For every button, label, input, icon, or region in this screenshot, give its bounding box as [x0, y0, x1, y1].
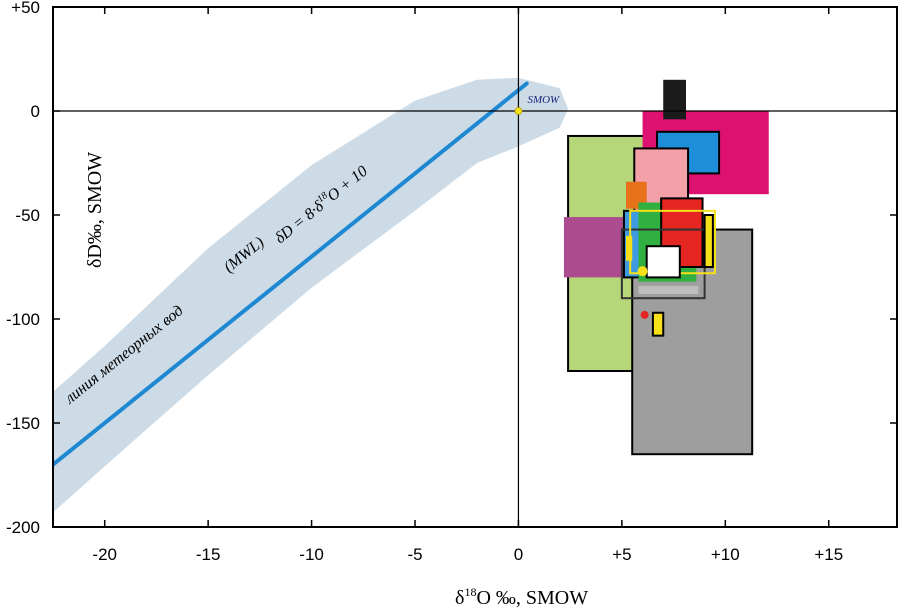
x-tick-label: +5	[612, 545, 631, 564]
y-tick-label: 0	[31, 102, 40, 121]
plot-frame	[52, 6, 898, 528]
data-region-14	[645, 245, 681, 279]
x-axis-title-delta: δ	[455, 587, 464, 609]
x-tick-label: -15	[196, 545, 221, 564]
data-region-17	[626, 235, 633, 261]
y-tick-label: -200	[6, 518, 40, 537]
x-axis-title: δ18O ‰, SMOW	[455, 585, 588, 609]
data-region-18	[651, 311, 665, 337]
meteoric-water-line	[53, 81, 529, 467]
y-tick-label: -150	[6, 414, 40, 433]
data-point-1	[640, 310, 649, 319]
mwl-envelope	[53, 77, 569, 513]
x-axis-title-sup: 18	[464, 585, 476, 599]
x-tick-label: +15	[814, 545, 843, 564]
x-axis-title-rest: O ‰, SMOW	[476, 587, 588, 609]
y-tick-label: -50	[15, 206, 40, 225]
y-tick-label: +50	[11, 0, 40, 17]
data-region-16	[703, 214, 714, 268]
data-region-15	[638, 285, 699, 295]
x-tick-label: -5	[407, 545, 422, 564]
x-tick-label: 0	[514, 545, 523, 564]
x-tick-label: -20	[92, 545, 117, 564]
data-region-7	[626, 181, 647, 209]
axes	[52, 6, 898, 528]
smow-point	[514, 107, 523, 115]
y-tick-label: -100	[6, 310, 40, 329]
smow-label: SMOW	[527, 94, 560, 106]
plot-area	[53, 77, 769, 513]
x-tick-label: +10	[711, 545, 740, 564]
y-axis-title: δD‰, SMOW	[84, 152, 106, 268]
data-point-2	[637, 266, 648, 277]
data-region-8	[563, 217, 629, 278]
data-region-4	[663, 79, 686, 120]
x-tick-label: -10	[299, 545, 324, 564]
